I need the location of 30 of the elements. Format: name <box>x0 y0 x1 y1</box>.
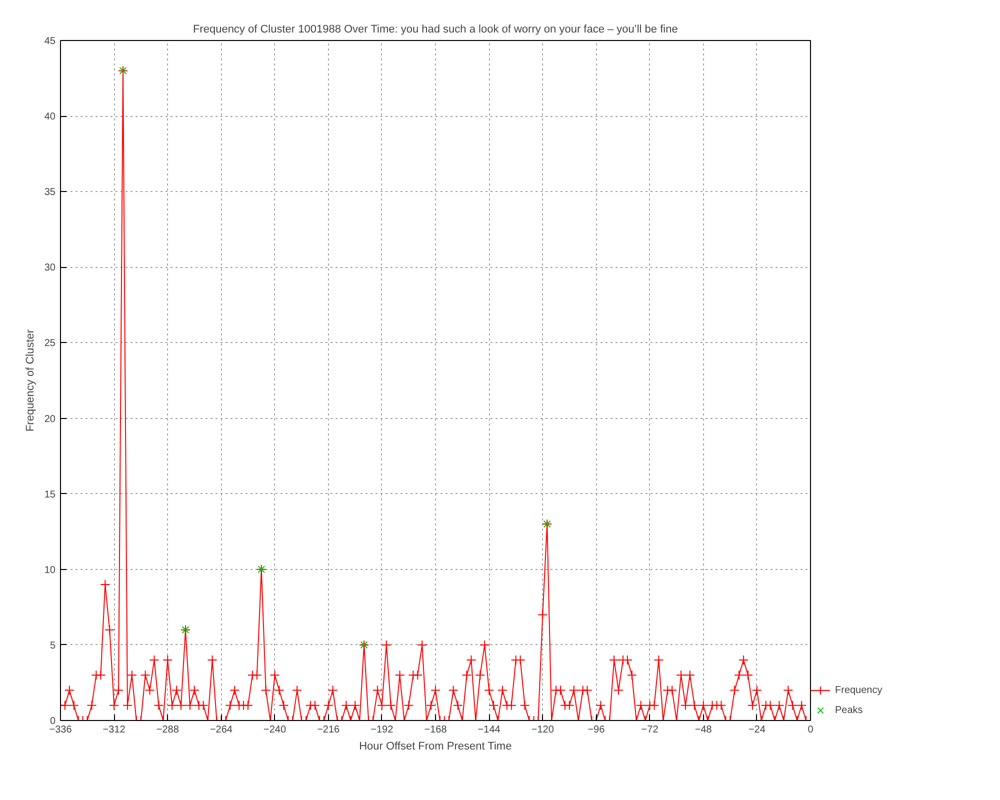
y-tick-label: 25 <box>44 338 56 350</box>
y-tick-label: 0 <box>50 716 56 727</box>
x-tick-label: −72 <box>641 724 659 736</box>
x-tick-label: −168 <box>424 724 448 736</box>
y-tick-label: 10 <box>44 564 56 576</box>
x-tick-label: −216 <box>317 724 340 736</box>
y-tick-label: 5 <box>50 640 56 652</box>
legend-label: Peaks <box>835 704 863 716</box>
x-tick-label: −96 <box>588 724 606 736</box>
x-tick-label: −48 <box>694 724 712 736</box>
x-tick-label: −24 <box>748 724 766 736</box>
x-tick-label: −240 <box>264 724 286 736</box>
x-tick-label: −336 <box>49 724 72 736</box>
x-tick-label: −120 <box>531 724 554 736</box>
y-tick-label: 35 <box>44 187 56 198</box>
x-tick-label: −312 <box>102 724 126 736</box>
x-tick-label: −144 <box>478 724 501 736</box>
x-tick-label: −288 <box>156 724 180 736</box>
y-tick-label: 40 <box>44 112 56 123</box>
y-tick-label: 30 <box>44 262 56 274</box>
y-tick-label: 15 <box>44 489 56 500</box>
x-axis-title: Hour Offset From Present Time <box>359 740 512 752</box>
y-tick-label: 20 <box>44 414 56 425</box>
y-axis-title: Frequency of Cluster <box>24 329 36 432</box>
x-tick-label: 0 <box>808 724 814 736</box>
legend-label: Frequency <box>835 684 882 696</box>
x-tick-label: −264 <box>210 724 233 736</box>
chart-title: Frequency of Cluster 1001988 Over Time: you had such a look of worry on your face – you’ll be fine <box>192 24 678 36</box>
x-tick-label: −192 <box>370 724 394 736</box>
y-tick-label: 45 <box>44 36 56 47</box>
